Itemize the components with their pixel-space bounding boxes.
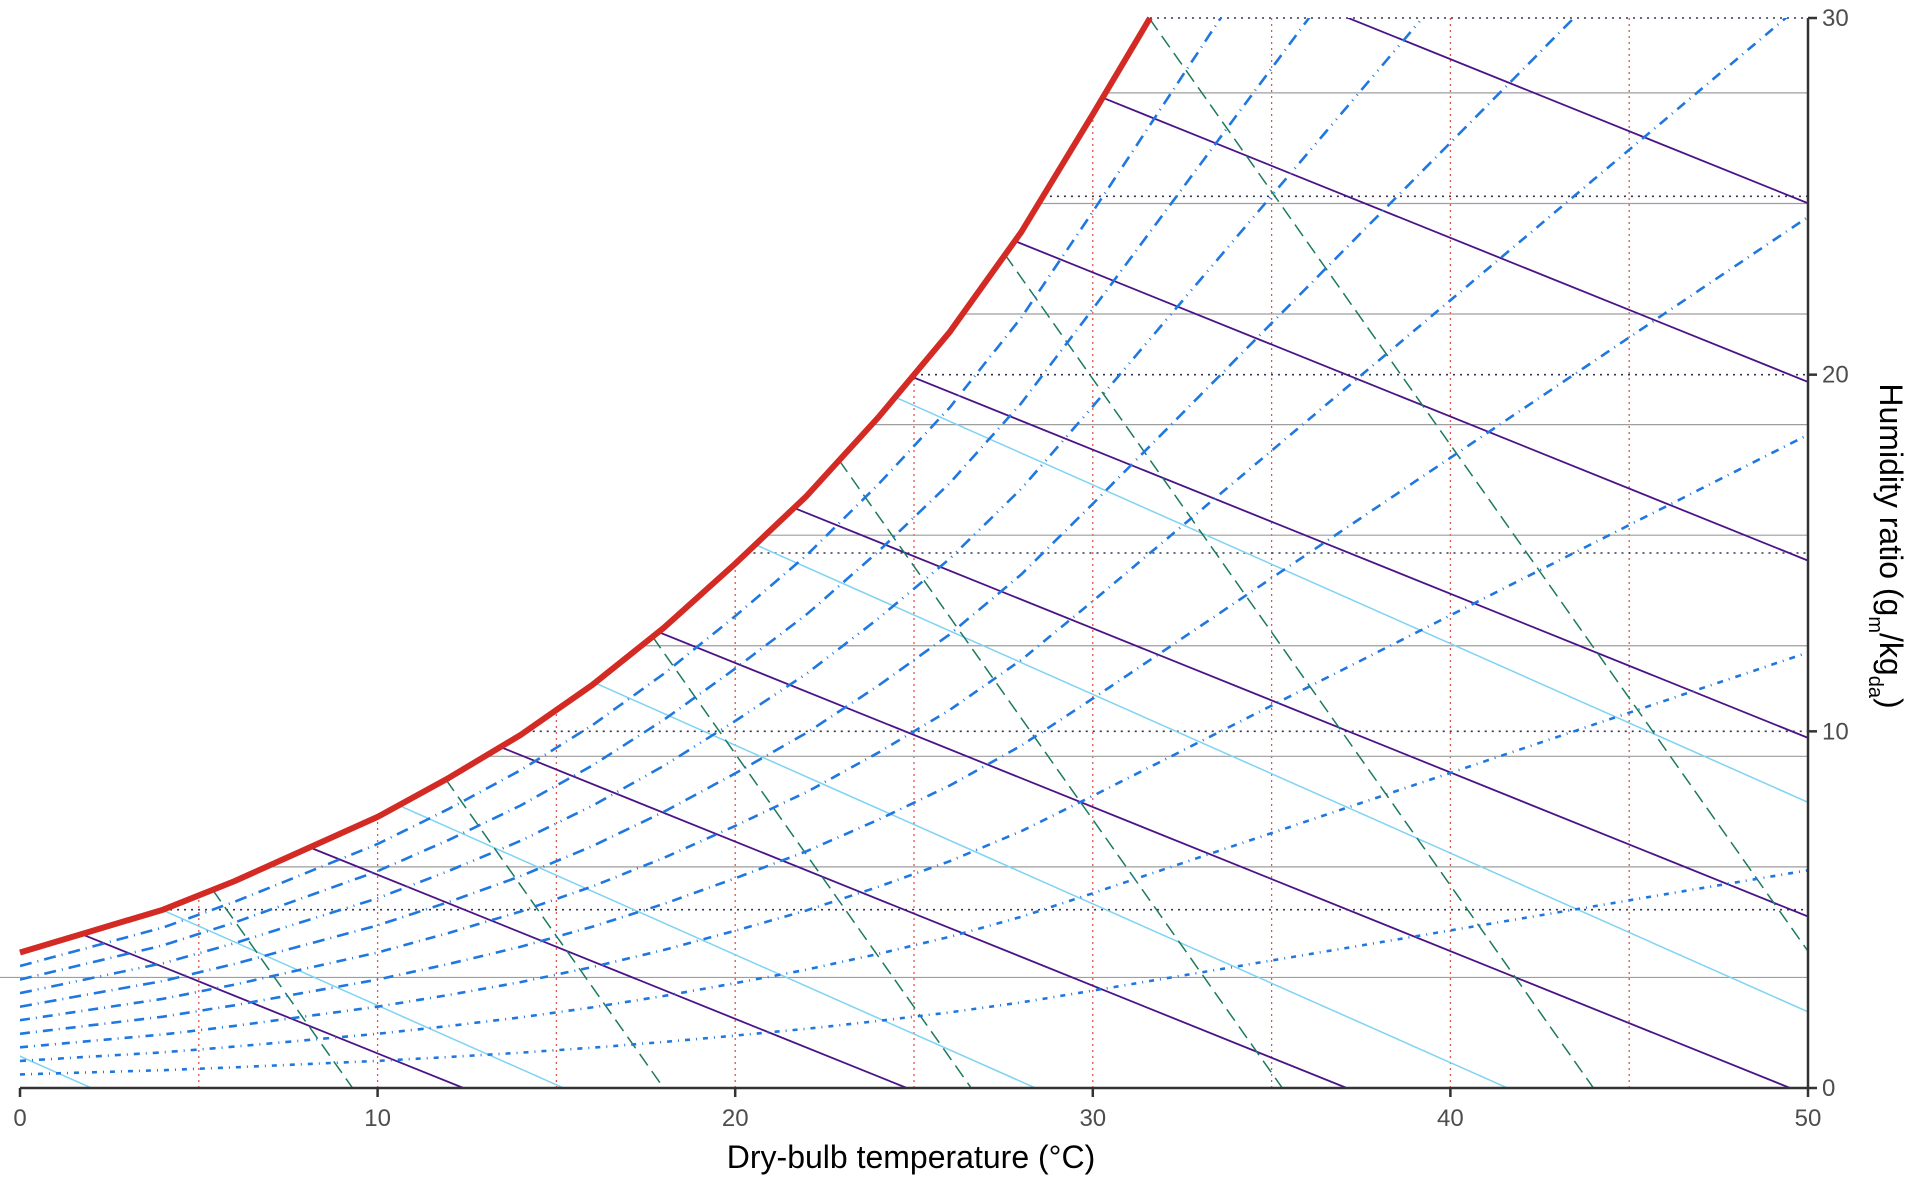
enthalpy-line	[658, 631, 1791, 1088]
enthalpy-line	[1345, 18, 1808, 205]
enthalpy-line	[793, 507, 1808, 918]
y-axis-title-sub1: m	[1864, 616, 1886, 633]
relative-humidity-curve	[20, 18, 1788, 1022]
specific-volume-line	[161, 909, 564, 1088]
specific-volume-line	[894, 396, 1808, 804]
relative-humidity-curve	[20, 18, 1425, 995]
y-tick-label: 30	[1822, 5, 1849, 32]
relative-humidity-curve	[20, 433, 1808, 1049]
y-axis-title: Humidity ratio (gm/kgda)	[1864, 383, 1909, 708]
specific-volume-line	[398, 804, 1036, 1088]
x-tick-label: 30	[1079, 1105, 1106, 1132]
enthalpy-line	[1014, 240, 1808, 562]
wet-bulb-line	[651, 636, 972, 1088]
x-tick-label: 20	[722, 1105, 749, 1132]
saturation-curve	[19, 16, 1153, 956]
wet-bulb-line	[1004, 254, 1595, 1088]
grid-layer	[0, 17, 1808, 1088]
relative-humidity-curve	[20, 18, 1576, 1008]
wet-bulb-line	[212, 889, 354, 1088]
enthalpy-line	[81, 933, 464, 1088]
lines-layer	[20, 18, 1808, 1088]
y-axis-title-mid: /kg	[1873, 633, 1909, 676]
x-tick-label: 10	[364, 1105, 391, 1132]
x-tick-label: 40	[1437, 1105, 1464, 1132]
enthalpy-line	[500, 746, 1348, 1088]
x-tick-label: 0	[13, 1105, 26, 1132]
relative-humidity-curve	[20, 18, 1311, 981]
specific-volume-line	[20, 1055, 92, 1088]
x-axis-title: Dry-bulb temperature (°C)	[727, 1139, 1095, 1175]
saturation-layer	[19, 16, 1153, 956]
wet-bulb-line	[838, 459, 1283, 1088]
specific-volume-line	[755, 543, 1808, 1013]
relative-humidity-curve	[20, 215, 1808, 1036]
wet-bulb-line	[1148, 18, 1808, 953]
y-tick-label: 0	[1822, 1075, 1835, 1102]
y-axis-title-end: )	[1873, 698, 1909, 709]
enthalpy-line	[1102, 96, 1808, 383]
y-tick-label: 10	[1822, 718, 1849, 745]
y-axis-title-main: Humidity ratio (g	[1873, 383, 1909, 616]
y-tick-label: 20	[1822, 362, 1849, 389]
specific-volume-line	[594, 682, 1508, 1088]
relative-humidity-curve	[20, 18, 1223, 968]
y-axis-title-sub2: da	[1864, 676, 1886, 699]
enthalpy-line	[309, 846, 908, 1088]
x-tick-label: 50	[1795, 1105, 1822, 1132]
enthalpy-line	[911, 376, 1808, 739]
